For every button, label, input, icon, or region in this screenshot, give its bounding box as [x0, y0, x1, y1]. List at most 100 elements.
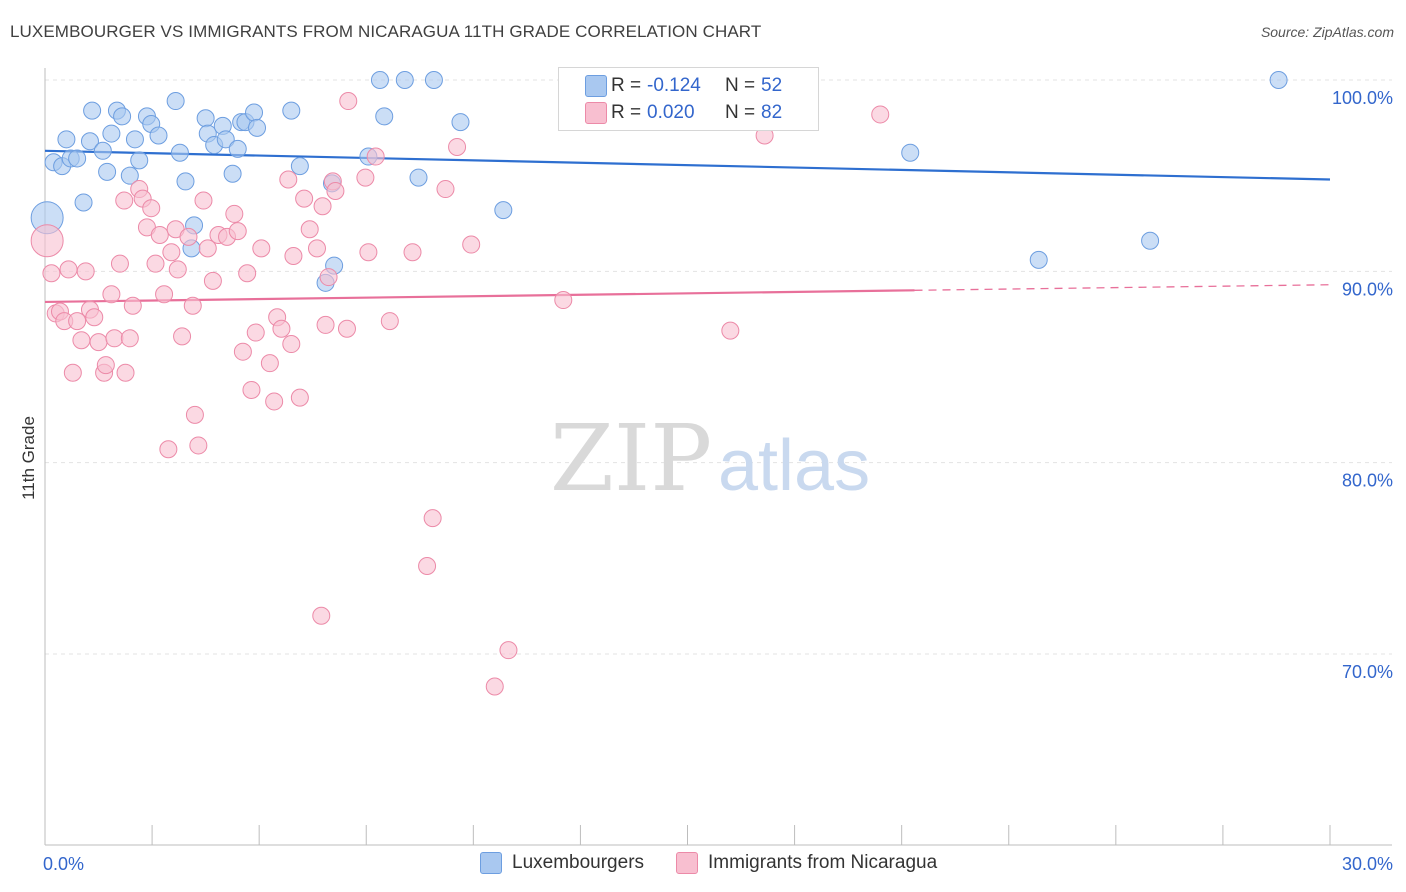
legend-label-nicaragua: Immigrants from Nicaragua: [708, 852, 938, 873]
point-luxembourgers: [282, 101, 301, 120]
point-nicaragua: [59, 260, 78, 279]
point-nicaragua: [72, 331, 91, 350]
point-luxembourgers: [93, 141, 112, 160]
tick-labels: 100.0% 90.0% 80.0% 70.0% 0.0% 30.0%: [43, 88, 1393, 874]
point-nicaragua: [68, 312, 87, 331]
point-luxembourgers: [370, 71, 389, 89]
point-luxembourgers: [228, 139, 247, 158]
point-luxembourgers: [57, 130, 76, 149]
point-nicaragua: [242, 380, 261, 399]
watermark-atlas: atlas: [718, 426, 870, 506]
point-nicaragua: [272, 319, 291, 338]
trend-line-nicaragua: [44, 289, 915, 304]
point-luxembourgers: [901, 143, 920, 162]
point-luxembourgers: [113, 107, 132, 126]
point-nicaragua: [282, 335, 301, 354]
point-nicaragua: [485, 677, 504, 696]
point-luxembourgers: [120, 166, 139, 185]
point-luxembourgers: [1029, 250, 1048, 269]
trend-line-nicaragua-extension: [914, 284, 1331, 291]
point-luxembourgers: [125, 130, 144, 149]
point-nicaragua: [183, 296, 202, 315]
legend-item-luxembourgers[interactable]: Luxembourgers: [480, 852, 644, 874]
legend-n-label: N =: [725, 75, 756, 96]
point-nicaragua: [115, 191, 134, 210]
point-luxembourgers: [451, 113, 470, 132]
point-nicaragua: [168, 260, 187, 279]
x-tick-label-min: 0.0%: [43, 854, 84, 874]
y-axis-label: 11th Grade: [19, 416, 38, 500]
point-nicaragua: [284, 247, 303, 266]
point-nicaragua: [150, 225, 169, 244]
point-nicaragua: [260, 354, 279, 373]
point-luxembourgers: [80, 132, 99, 151]
point-nicaragua: [499, 641, 518, 660]
point-luxembourgers: [395, 71, 414, 89]
point-nicaragua: [225, 204, 244, 223]
point-nicaragua: [403, 243, 422, 262]
series-legend: Luxembourgers Immigrants from Nicaragua: [480, 852, 969, 874]
legend-item-nicaragua[interactable]: Immigrants from Nicaragua: [676, 852, 937, 874]
legend-r-value: 0.020: [647, 102, 695, 123]
point-luxembourgers: [83, 101, 102, 120]
point-nicaragua: [721, 321, 740, 340]
point-nicaragua: [246, 323, 265, 342]
point-nicaragua: [203, 271, 222, 290]
point-nicaragua: [89, 333, 108, 352]
point-luxembourgers: [166, 92, 185, 111]
point-nicaragua: [871, 105, 890, 124]
point-nicaragua: [448, 137, 467, 156]
point-nicaragua: [85, 308, 104, 327]
point-luxembourgers: [223, 164, 242, 183]
source-attribution: Source: ZipAtlas.com: [1260, 24, 1394, 40]
point-nicaragua: [42, 264, 61, 283]
point-nicaragua: [179, 227, 198, 246]
point-nicaragua: [312, 606, 331, 625]
point-luxembourgers: [494, 201, 513, 220]
y-tick-label: 70.0%: [1342, 662, 1393, 682]
point-nicaragua: [198, 239, 217, 258]
point-luxembourgers: [196, 109, 215, 128]
point-nicaragua: [295, 189, 314, 208]
trend-line-luxembourgers: [44, 149, 1331, 181]
point-nicaragua: [159, 440, 178, 459]
legend-r-label: R =: [611, 75, 642, 96]
point-nicaragua: [307, 239, 326, 258]
legend-swatch-nicaragua: [585, 102, 607, 124]
x-tick-label-max: 30.0%: [1342, 854, 1393, 874]
point-nicaragua: [110, 254, 129, 273]
point-luxembourgers: [1141, 231, 1160, 250]
point-luxembourgers: [245, 103, 264, 122]
point-nicaragua: [123, 296, 142, 315]
legend-label-luxembourgers: Luxembourgers: [512, 852, 645, 873]
point-nicaragua: [173, 327, 192, 346]
point-nicaragua: [76, 262, 95, 281]
legend-row-luxembourgers: R = -0.124 N = 52: [585, 73, 782, 99]
point-nicaragua: [326, 181, 345, 200]
y-tick-label: 90.0%: [1342, 279, 1393, 299]
point-nicaragua: [120, 329, 139, 348]
point-nicaragua: [265, 392, 284, 411]
point-nicaragua: [356, 168, 375, 187]
point-luxembourgers: [1269, 71, 1288, 89]
point-nicaragua: [380, 312, 399, 331]
y-tick-label: 100.0%: [1332, 88, 1393, 108]
point-nicaragua: [423, 509, 442, 528]
point-luxembourgers: [176, 172, 195, 191]
point-luxembourgers: [248, 118, 267, 137]
point-nicaragua: [63, 363, 82, 382]
point-luxembourgers: [290, 157, 309, 176]
point-nicaragua: [279, 170, 298, 189]
point-nicaragua: [252, 239, 271, 258]
point-nicaragua: [337, 319, 356, 338]
legend-n-value: 82: [761, 102, 783, 123]
point-nicaragua: [339, 92, 358, 111]
point-luxembourgers: [149, 126, 168, 145]
point-nicaragua: [162, 243, 181, 262]
point-nicaragua: [319, 268, 338, 287]
point-nicaragua: [436, 180, 455, 199]
point-nicaragua: [359, 243, 378, 262]
point-luxembourgers: [98, 162, 117, 181]
point-luxembourgers: [170, 143, 189, 162]
legend-swatch-luxembourgers: [480, 852, 502, 874]
